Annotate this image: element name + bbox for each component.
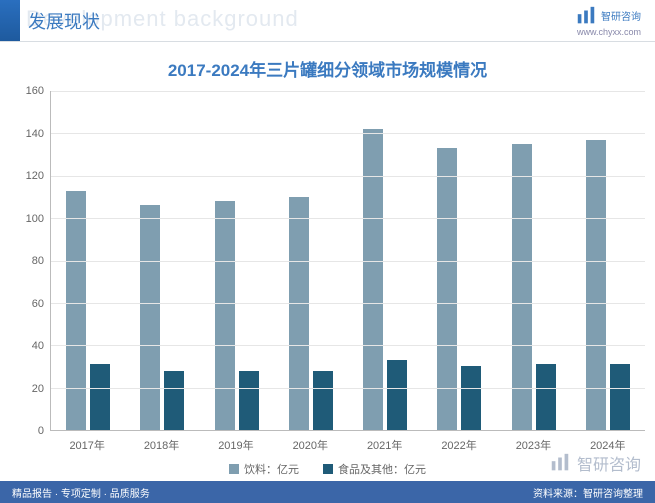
y-tick-label: 120 bbox=[26, 170, 44, 182]
y-tick-label: 0 bbox=[38, 425, 44, 437]
x-tick-label: 2020年 bbox=[273, 431, 347, 453]
watermark-text: 智研咨询 bbox=[577, 451, 641, 475]
page-header: Development background 发展现状 智研咨询 www.chy… bbox=[0, 0, 655, 42]
grid-line bbox=[51, 176, 645, 177]
x-tick-label: 2023年 bbox=[496, 431, 570, 453]
bar-food bbox=[610, 364, 630, 430]
grid-line bbox=[51, 91, 645, 92]
x-tick-label: 2017年 bbox=[50, 431, 124, 453]
x-tick-label: 2021年 bbox=[348, 431, 422, 453]
x-tick-label: 2018年 bbox=[124, 431, 198, 453]
x-tick-label: 2022年 bbox=[422, 431, 496, 453]
watermark: 智研咨询 bbox=[549, 451, 641, 475]
plot-region bbox=[50, 91, 645, 431]
page-title: 发展现状 bbox=[28, 8, 100, 34]
grid-line bbox=[51, 261, 645, 262]
footer-left: 精品报告 · 专项定制 · 品质服务 bbox=[12, 485, 150, 500]
grid-line bbox=[51, 218, 645, 219]
x-axis-labels: 2017年2018年2019年2020年2021年2022年2023年2024年 bbox=[50, 431, 645, 453]
brand-url: www.chyxx.com bbox=[577, 27, 641, 37]
chart-title: 2017-2024年三片罐细分领域市场规模情况 bbox=[10, 56, 645, 81]
brand-name: 智研咨询 bbox=[601, 8, 641, 23]
chart-area: 2017-2024年三片罐细分领域市场规模情况 0 20 40 60 80 100 120 1… bbox=[0, 42, 655, 481]
y-tick-label: 40 bbox=[32, 340, 44, 352]
legend-item: 饮料：亿元 bbox=[229, 461, 299, 477]
bar-food bbox=[313, 371, 333, 430]
x-tick-label: 2019年 bbox=[199, 431, 273, 453]
y-tick-label: 140 bbox=[26, 128, 44, 140]
bar-beverage bbox=[363, 129, 383, 430]
bar-food bbox=[536, 364, 556, 430]
bar-food bbox=[164, 371, 184, 430]
bar-food bbox=[387, 360, 407, 430]
plot-wrap: 020406080100120140160 bbox=[10, 91, 645, 431]
legend-label: 饮料：亿元 bbox=[244, 461, 299, 477]
y-tick-label: 160 bbox=[26, 85, 44, 97]
legend-label: 食品及其他：亿元 bbox=[338, 461, 426, 477]
grid-line bbox=[51, 133, 645, 134]
y-tick-label: 20 bbox=[32, 383, 44, 395]
legend-item: 食品及其他：亿元 bbox=[323, 461, 426, 477]
footer-right: 资料来源：智研咨询整理 bbox=[533, 485, 643, 500]
y-axis: 020406080100120140160 bbox=[10, 91, 50, 431]
y-tick-label: 80 bbox=[32, 255, 44, 267]
grid-line bbox=[51, 388, 645, 389]
bar-food bbox=[90, 364, 110, 430]
bar-food bbox=[239, 371, 259, 430]
footer: 精品报告 · 专项定制 · 品质服务 资料来源：智研咨询整理 bbox=[0, 481, 655, 503]
legend-swatch bbox=[229, 464, 239, 474]
bar-food bbox=[461, 366, 481, 430]
bar-beverage bbox=[289, 197, 309, 430]
legend-swatch bbox=[323, 464, 333, 474]
bar-beverage bbox=[66, 191, 86, 430]
bar-beverage bbox=[215, 201, 235, 430]
x-tick-label: 2024年 bbox=[571, 431, 645, 453]
grid-line bbox=[51, 303, 645, 304]
y-tick-label: 60 bbox=[32, 298, 44, 310]
bar-beverage bbox=[140, 205, 160, 430]
bar-beverage bbox=[586, 140, 606, 430]
brand-logo-icon bbox=[575, 5, 597, 27]
y-tick-label: 100 bbox=[26, 213, 44, 225]
brand-block: 智研咨询 www.chyxx.com bbox=[575, 5, 641, 37]
grid-line bbox=[51, 345, 645, 346]
watermark-logo-icon bbox=[549, 452, 571, 474]
